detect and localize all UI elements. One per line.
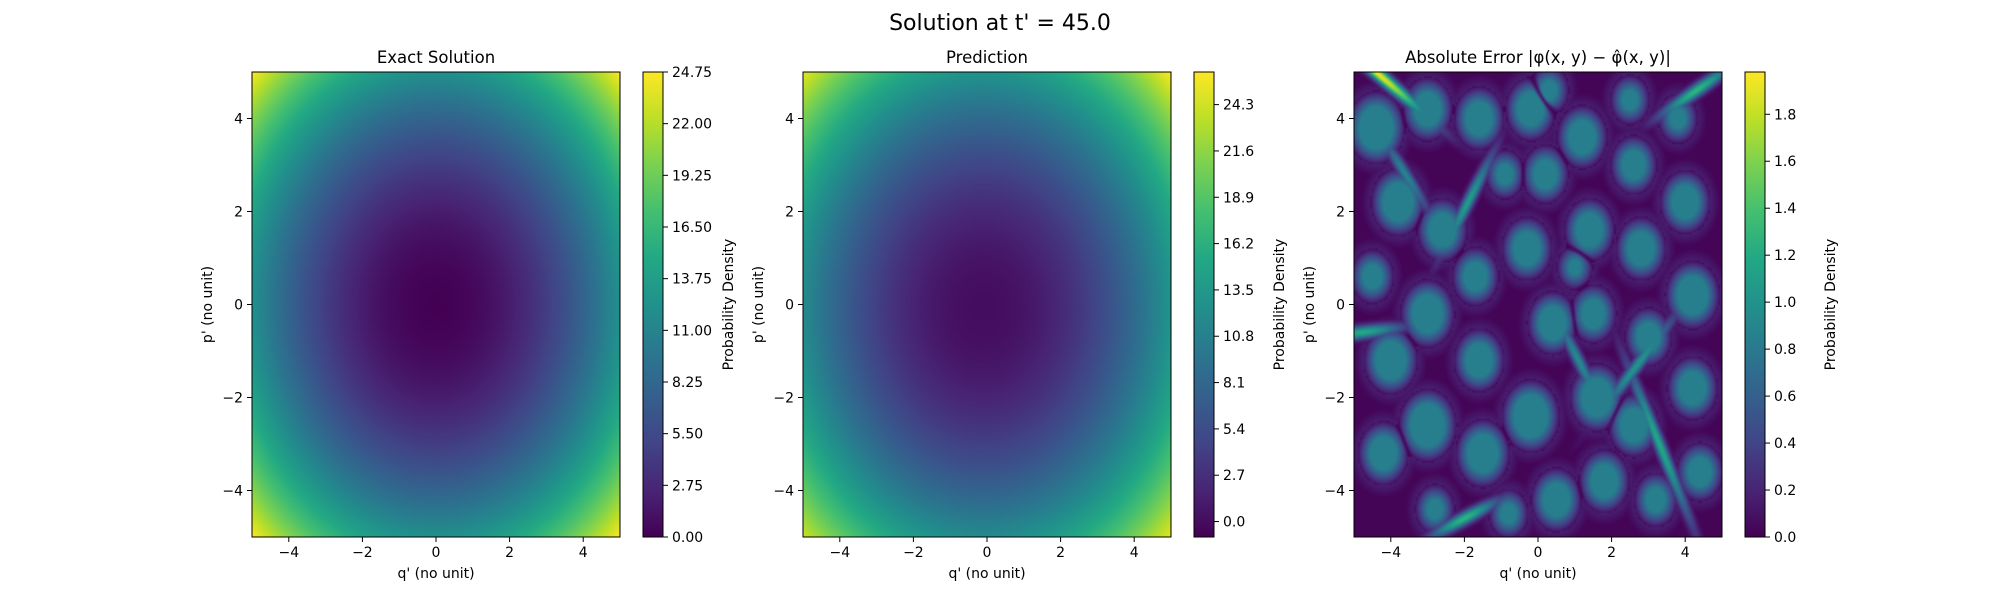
colorbar [1744,71,1766,538]
colorbar-tick-label: 0.00 [672,530,703,546]
y-axis-label: p' (no unit) [1302,266,1318,343]
colorbar-label: Probability Density [1272,239,1288,371]
y-tick-label: −4 [1324,484,1345,500]
y-tick-label: 2 [785,205,794,221]
colorbar-tick-label: 0.0 [1223,515,1245,531]
y-tick-label: 2 [234,205,243,221]
x-tick-label: 0 [983,545,992,561]
colorbar-tick-label: 16.50 [672,220,712,236]
panel-1: −4 −2 0 2 4 −4 −2 0 2 4 q' (no unit) p' (no unit) Ex… [200,48,737,582]
x-tick-label: −4 [829,545,850,561]
y-tick-label: 4 [1336,112,1345,128]
x-tick-label: −4 [1380,545,1401,561]
heatmap-image [252,72,620,537]
colorbar-tick-label: 1.0 [1774,295,1796,311]
colorbar-tick-label: 1.6 [1774,154,1796,170]
colorbar-tick-label: 2.75 [672,478,703,494]
y-tick-label: 0 [1336,298,1345,314]
colorbar-tick-label: 22.00 [672,117,712,133]
x-tick-label: −2 [1454,545,1475,561]
colorbar-tick-label: 13.75 [672,272,712,288]
y-axis-label: p' (no unit) [751,266,767,343]
x-axis-label: q' (no unit) [948,566,1025,582]
y-tick-label: −4 [222,484,243,500]
y-tick-label: −4 [773,484,794,500]
colorbar-label: Probability Density [721,239,737,371]
colorbar-tick-label: 24.3 [1223,98,1254,114]
colorbar-tick-label: 0.0 [1774,530,1796,546]
panel-title: Exact Solution [377,48,495,67]
colorbar-label: Probability Density [1823,239,1839,371]
colorbar [642,71,664,538]
colorbar-tick-label: 13.5 [1223,283,1254,299]
y-tick-label: −2 [1324,391,1345,407]
x-axis-label: q' (no unit) [1499,566,1576,582]
colorbar-tick-label: 10.8 [1223,329,1254,345]
x-tick-label: 2 [505,545,514,561]
y-tick-label: 2 [1336,205,1345,221]
x-tick-label: 4 [1681,545,1690,561]
colorbar-tick-label: 11.00 [672,323,712,339]
colorbar-tick-label: 0.2 [1774,483,1796,499]
colorbar-tick-label: 1.2 [1774,248,1796,264]
y-tick-label: 4 [785,112,794,128]
figure-suptitle: Solution at t' = 45.0 [889,11,1111,36]
panel-2: −4 −2 0 2 4 −4 −2 0 2 4 q' (no unit) p' (no unit) Pr… [751,48,1288,582]
colorbar-tick-label: 5.4 [1223,422,1245,438]
panel-title: Absolute Error |φ(x, y) − φ̂(x, y)| [1405,48,1671,67]
x-tick-label: 4 [1130,545,1139,561]
x-tick-label: 4 [579,545,588,561]
colorbar-tick-label: 5.50 [672,427,703,443]
y-tick-label: 0 [234,298,243,314]
y-tick-label: 0 [785,298,794,314]
y-tick-label: −2 [773,391,794,407]
colorbar-tick-label: 18.9 [1223,190,1254,206]
x-axis-label: q' (no unit) [397,566,474,582]
x-tick-label: −2 [352,545,373,561]
heatmap-image [1354,72,1722,537]
colorbar-tick-label: 2.7 [1223,468,1245,484]
y-tick-label: −2 [222,391,243,407]
colorbar-tick-label: 0.6 [1774,389,1796,405]
colorbar-tick-label: 1.8 [1774,107,1796,123]
x-tick-label: 2 [1607,545,1616,561]
colorbar-tick-label: 0.4 [1774,436,1796,452]
colorbar-tick-label: 19.25 [672,168,712,184]
colorbar-tick-label: 8.1 [1223,376,1245,392]
x-tick-label: −4 [278,545,299,561]
x-tick-label: −2 [903,545,924,561]
y-axis-label: p' (no unit) [200,266,216,343]
colorbar-tick-label: 21.6 [1223,144,1254,160]
colorbar [1193,71,1215,538]
colorbar-tick-label: 8.25 [672,375,703,391]
colorbar-tick-label: 16.2 [1223,237,1254,253]
x-tick-label: 0 [1534,545,1543,561]
y-tick-label: 4 [234,112,243,128]
colorbar-tick-label: 0.8 [1774,342,1796,358]
panel-title: Prediction [946,48,1028,67]
x-tick-label: 0 [432,545,441,561]
colorbar-tick-label: 24.75 [672,65,712,81]
heatmap-image [803,72,1171,537]
panel-3: −4 −2 0 2 4 −4 −2 0 2 4 q' (no unit) p' (no unit) Ab… [1302,48,1839,582]
colorbar-tick-label: 1.4 [1774,201,1796,217]
x-tick-label: 2 [1056,545,1065,561]
